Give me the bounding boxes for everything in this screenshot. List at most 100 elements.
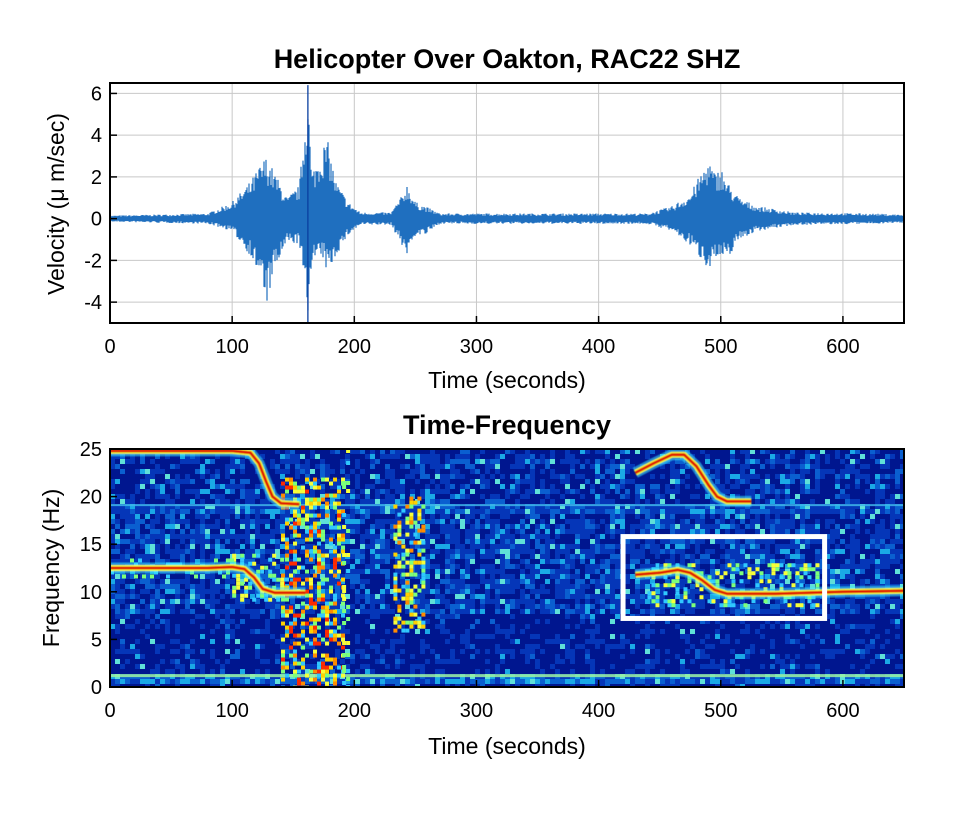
spectrogram-cell [515,459,520,464]
spectrogram-cell [410,684,415,687]
spectrogram-cell [440,489,445,494]
spectrogram-cell [520,559,525,564]
spectrogram-cell [140,499,145,504]
spectrogram-cell [370,684,375,687]
spectrogram-cell [790,599,795,604]
spectrogram-cell [125,594,130,599]
spectrogram-cell [880,504,885,509]
spectrogram-cell [830,469,835,474]
spectrogram-cell [165,494,170,499]
spectrogram-cell [395,684,400,687]
spectrogram-cell [445,544,450,549]
spectrogram-cell [155,594,160,599]
spectrogram-cell [205,599,210,604]
spectrogram-cell [330,469,335,474]
spectrogram-burst-cell [293,617,298,622]
spectrogram-cell [150,509,155,514]
spectrogram-cell [650,484,655,489]
spectrogram-cell [665,679,670,684]
spectrogram-cell [780,529,785,534]
spectrogram-cell [530,534,535,539]
spectrogram-cell [370,534,375,539]
spectrogram-cell [115,624,120,629]
spectrogram-cell [390,639,395,644]
spectrogram-cell [575,534,580,539]
spectrogram-cell [210,559,215,564]
spectrogram-cell [615,614,620,619]
spectrogram-cell [500,679,505,684]
spectrogram-cell [405,564,410,569]
spectrogram-cell [175,594,180,599]
spectrogram-cell [435,609,440,614]
spectrogram-burst-cell [342,481,347,485]
spectrogram-cell [810,529,815,534]
spectrogram-cell [345,454,350,459]
spectrogram-cell [795,529,800,534]
spectrogram-cell [800,479,805,484]
spectrogram-cell [730,574,735,579]
spectrogram-cell [425,494,430,499]
spectrogram-cell [525,559,530,564]
spectrogram-cell [790,519,795,524]
spectrogram-cell [470,554,475,559]
spectrogram-cell [360,609,365,614]
spectrogram-burst-cell [421,576,426,581]
spectrogram-cell [255,644,260,649]
spectrogram-cell [450,584,455,589]
spectrogram-cell [770,664,775,669]
spectrogram-cell [190,499,195,504]
spectrogram-cell [365,514,370,519]
spectrogram-cell [870,679,875,684]
spectrogram-cell [870,614,875,619]
spectrogram-cell [330,604,335,609]
spectrogram-cell [185,534,190,539]
spectrogram-cell [565,604,570,609]
spectrogram-cell [180,554,185,559]
spectrogram-cell [715,559,720,564]
spectrogram-cell [620,494,625,499]
spectrogram-cell [580,609,585,614]
spectrogram-cell [740,474,745,479]
spectrogram-cell [505,494,510,499]
spectrogram-cell [540,554,545,559]
spectrogram-cell [125,609,130,614]
spectrogram-cell [400,549,405,554]
spectrogram-cell [140,484,145,489]
spectrogram-cell [540,589,545,594]
spectrogram-cell [285,449,290,454]
spectrogram-cell [555,559,560,564]
spectrogram-cell [425,499,430,504]
spectrogram-burst-cell [293,569,298,574]
spectrogram-cell [740,519,745,524]
spectrogram-cell [865,599,870,604]
spectrogram-cell [835,579,840,584]
spectrogram-cell [770,584,775,589]
spectrogram-burst-cell [337,665,342,670]
spectrogram-cell [570,679,575,684]
spectrogram-cell [695,484,700,489]
spectrogram-cell [650,629,655,634]
spectrogram-cell [730,474,735,479]
spectrogram-cell [680,479,685,484]
spectrogram-cell [210,649,215,654]
spectrogram-cell [525,549,530,554]
spectrogram-cell [550,449,555,454]
spectrogram-cell [715,684,720,687]
spectrogram-cell [645,499,650,504]
spectrogram-cell [450,559,455,564]
spectrogram-burst-cell [409,596,414,601]
spectrogram-cell [875,599,880,604]
spectrogram-cell [110,679,115,684]
spectrogram-cell [495,504,500,509]
spectrogram-cell [300,469,305,474]
spectrogram-cell [140,579,145,584]
spectrogram-cell [370,499,375,504]
spectrogram-cell [180,664,185,669]
spectrogram-burst-cell [313,545,318,550]
spectrogram-cell [385,589,390,594]
spectrogram-cell [615,604,620,609]
spectrogram-cell [340,469,345,474]
spectrogram-cell [490,564,495,569]
spectrogram-cell [660,514,665,519]
spectrogram-cell [335,494,340,499]
